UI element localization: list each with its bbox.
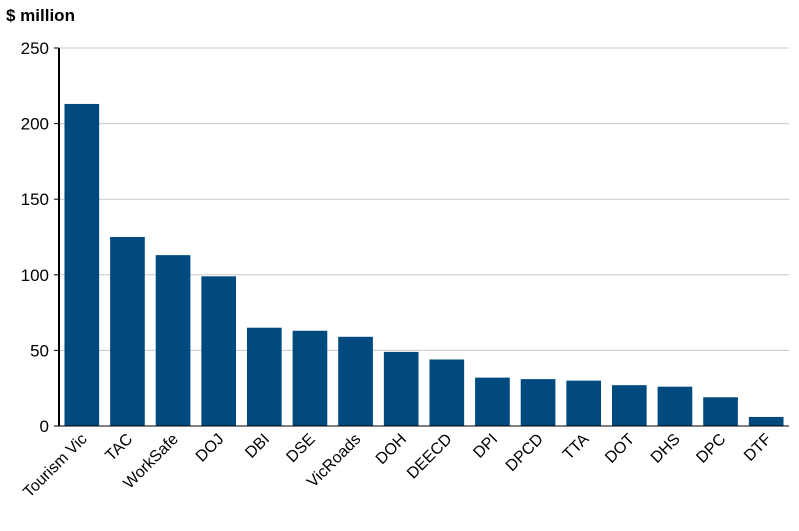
x-tick-label: DPI (470, 431, 501, 462)
y-tick-label: 100 (21, 266, 49, 285)
bar-vicroads (338, 336, 373, 426)
x-tick-label: DHS (648, 431, 684, 467)
x-tick-label: DBI (242, 431, 273, 462)
x-tick-label: Tourism Vic (20, 431, 90, 501)
x-tick-label: DPC (693, 431, 729, 467)
y-tick-labels: 0 50 100 150 200 250 (21, 39, 59, 436)
bar-dse (292, 330, 328, 426)
bar-doh (383, 351, 419, 426)
bar-tac (110, 237, 145, 426)
x-tick-label: DPCD (503, 431, 547, 475)
x-tick-label: DOJ (193, 431, 228, 466)
y-tick-label: 50 (30, 341, 49, 360)
x-tick-label: DOH (373, 431, 410, 468)
bar-dtf (748, 416, 784, 426)
y-tick-label: 200 (21, 115, 49, 134)
bar-dhs (657, 386, 693, 426)
bar-dpi (475, 377, 510, 426)
x-tick-label: DOT (602, 431, 638, 467)
bar-dot (611, 385, 647, 426)
bar-dpcd (520, 379, 556, 426)
x-tick-label: DTF (741, 431, 775, 465)
bar-doj (201, 276, 237, 426)
bar-worksafe (155, 255, 191, 426)
y-tick-label: 150 (21, 190, 49, 209)
bar-dpc (703, 397, 738, 426)
bar-tta (566, 380, 602, 426)
y-axis-unit-label: $ million (6, 6, 75, 25)
gridlines (59, 47, 789, 351)
bar-dbi (246, 327, 282, 426)
x-tick-label: TAC (102, 431, 136, 465)
bars (64, 103, 784, 426)
x-tick-label: TTA (560, 431, 593, 464)
y-tick-label: 250 (21, 39, 49, 58)
bar-deecd (429, 359, 465, 426)
x-tick-label: DSE (283, 431, 318, 466)
y-tick-label: 0 (40, 417, 49, 436)
bar-tourism-vic (64, 103, 100, 426)
x-tick-label: DEECD (404, 431, 456, 483)
